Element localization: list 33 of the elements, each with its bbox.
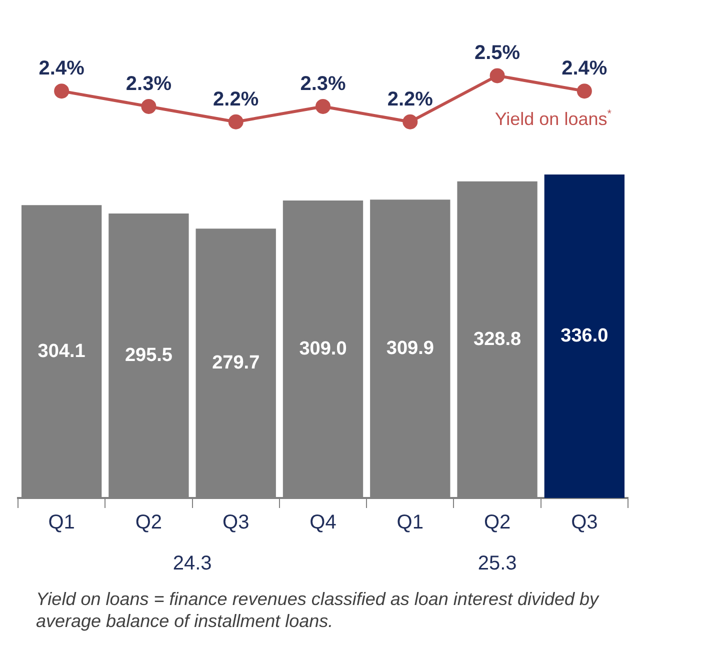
data-label: 328.8: [474, 328, 522, 350]
x-tick-label: Q3: [222, 512, 250, 534]
point: [490, 68, 505, 84]
x-tick-label: Q2: [135, 512, 162, 534]
series-label: Yield on loans*: [494, 108, 612, 130]
point: [402, 114, 418, 130]
data-label: 2.5%: [474, 42, 520, 64]
data-label: 336.0: [560, 325, 608, 346]
data-label: 2.4%: [562, 58, 608, 80]
point: [141, 98, 156, 114]
x-tick-label: Q4: [310, 512, 336, 534]
text: 25.3: [478, 552, 517, 575]
point: [576, 84, 592, 99]
data-label: 304.1: [38, 340, 86, 362]
data-label: 2.2%: [387, 88, 434, 110]
bar: [544, 174, 625, 498]
point: [316, 98, 330, 114]
x-tick-label: Q2: [484, 512, 511, 534]
point: [228, 114, 244, 130]
x-tick-label: Q3: [571, 512, 598, 534]
data-label: 309.0: [299, 338, 347, 360]
text: 24.3: [172, 552, 212, 575]
x-tick-label: Q1: [396, 512, 424, 534]
data-label: 2.2%: [213, 88, 259, 110]
data-label: 2.3%: [300, 72, 346, 95]
data-label: 309.9: [386, 338, 434, 360]
x-tick-label: Q1: [48, 512, 75, 534]
text: Yield on loans = finance revenues classified as loan interest divided by average balance of installment loans.: [35, 588, 600, 632]
data-label: 295.5: [124, 344, 173, 366]
data-label: 2.4%: [38, 58, 85, 80]
data-label: 2.3%: [126, 72, 172, 95]
data-label: 279.7: [212, 352, 260, 374]
point: [54, 84, 70, 99]
